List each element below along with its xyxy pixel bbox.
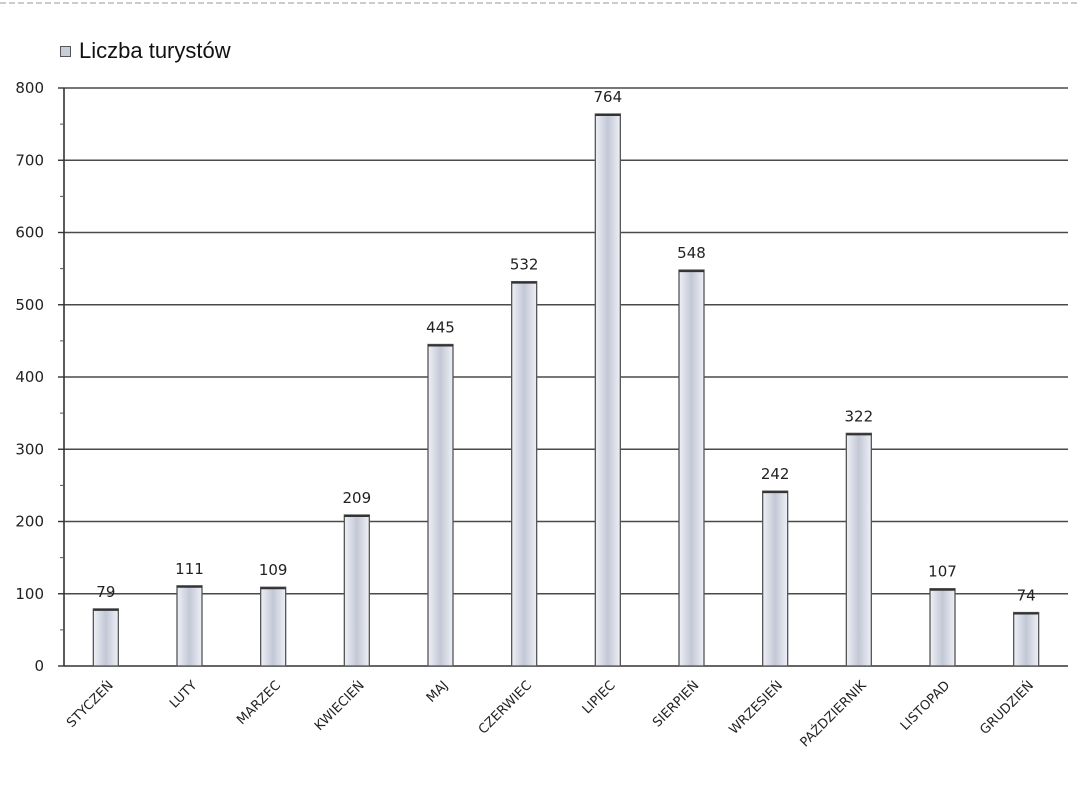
data-label: 209 (343, 489, 372, 507)
x-category-label: LISTOPAD (898, 678, 953, 733)
x-category-label: KWIECIEŃ (311, 678, 367, 734)
x-category-label: PAŹDZIERNIK (797, 677, 870, 750)
gridlines (64, 87, 1068, 595)
legend: Liczba turystów (60, 38, 231, 64)
data-label: 74 (1017, 587, 1036, 605)
y-tick-label: 200 (15, 513, 44, 531)
bars (92, 113, 1040, 667)
x-category-label: SIERPIEŃ (649, 678, 702, 731)
bar-sierpień (678, 269, 705, 667)
bar-kwiecień (343, 514, 370, 667)
data-label: 109 (259, 561, 288, 579)
x-category-label: MARZEC (234, 678, 284, 728)
x-category-labels: STYCZEŃ LUTY MARZEC KWIECIEŃ MAJ CZERWIEC LIPI… (63, 677, 1037, 750)
x-category-label: LIPIEC (580, 678, 619, 717)
x-category-label: LUTY (167, 678, 200, 711)
y-tick-label: 800 (15, 79, 44, 97)
data-label: 242 (761, 465, 790, 483)
x-category-label: CZERWIEC (476, 678, 535, 737)
legend-swatch (60, 45, 71, 57)
data-label: 548 (677, 244, 706, 262)
data-label: 764 (594, 88, 623, 106)
bar-październik (845, 432, 872, 667)
y-tick-label: 100 (15, 585, 44, 603)
bar-wrzesień (762, 490, 789, 667)
data-labels: 79 111 109 209 445 532 764 548 242 322 107 74 (96, 88, 1035, 605)
bar-luty (176, 585, 203, 667)
x-category-label: GRUDZIEŃ (977, 678, 1037, 738)
y-tick-label: 300 (15, 440, 44, 458)
axes (58, 87, 1068, 667)
bar-marzec (260, 586, 287, 667)
data-label: 79 (96, 583, 115, 601)
x-category-label: WRZESIEŃ (726, 678, 786, 738)
data-label: 532 (510, 256, 539, 274)
y-tick-label: 0 (34, 657, 44, 675)
data-label: 107 (928, 563, 957, 581)
y-tick-labels: 0 100 200 300 400 500 600 700 800 (15, 79, 44, 675)
data-label: 111 (175, 560, 204, 578)
data-label: 322 (845, 407, 874, 425)
data-label: 445 (426, 318, 455, 336)
x-category-label: STYCZEŃ (63, 678, 116, 731)
bar-lipiec (594, 113, 621, 667)
bar-styczeń (92, 608, 119, 667)
bar-grudzień (1013, 611, 1040, 667)
bar-czerwiec (511, 280, 538, 667)
y-tick-label: 400 (15, 368, 44, 386)
bar-maj (427, 343, 454, 667)
x-category-label: MAJ (424, 678, 452, 706)
y-tick-label: 600 (15, 224, 44, 242)
bar-listopad (929, 588, 956, 667)
legend-label: Liczba turystów (79, 38, 231, 63)
y-tick-label: 700 (15, 151, 44, 169)
y-tick-label: 500 (15, 296, 44, 314)
